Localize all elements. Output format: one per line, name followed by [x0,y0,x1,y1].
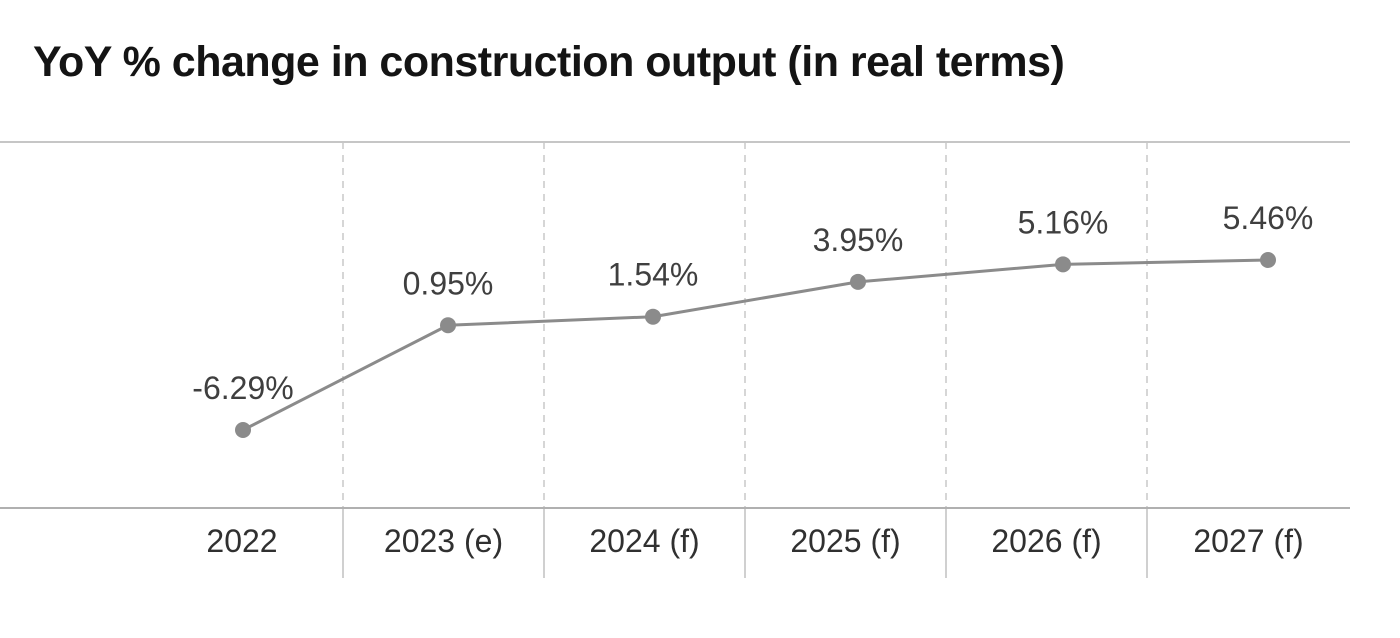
data-label: -6.29% [192,370,293,406]
data-point-2023 [440,317,456,334]
data-point-2022 [235,422,251,439]
data-label: 3.95% [813,222,904,258]
x-axis-label: 2027 (f) [1193,523,1303,559]
x-axis-label: 2024 (f) [589,523,699,559]
data-label: 5.46% [1223,200,1314,236]
data-point-2025 [850,273,866,290]
x-axis-label: 2023 (e) [384,523,503,559]
x-axis-label: 2025 (f) [790,523,900,559]
data-point-2024 [645,308,661,325]
x-axis-label: 2022 [206,523,277,559]
data-label: 5.16% [1018,204,1109,240]
data-label: 1.54% [608,257,699,293]
data-point-2027 [1260,251,1276,268]
data-point-2026 [1055,256,1071,273]
x-axis-label: 2026 (f) [991,523,1101,559]
data-line [241,258,1270,432]
data-label: 0.95% [403,265,494,301]
chart-title: YoY % change in construction output (in … [33,38,1065,86]
